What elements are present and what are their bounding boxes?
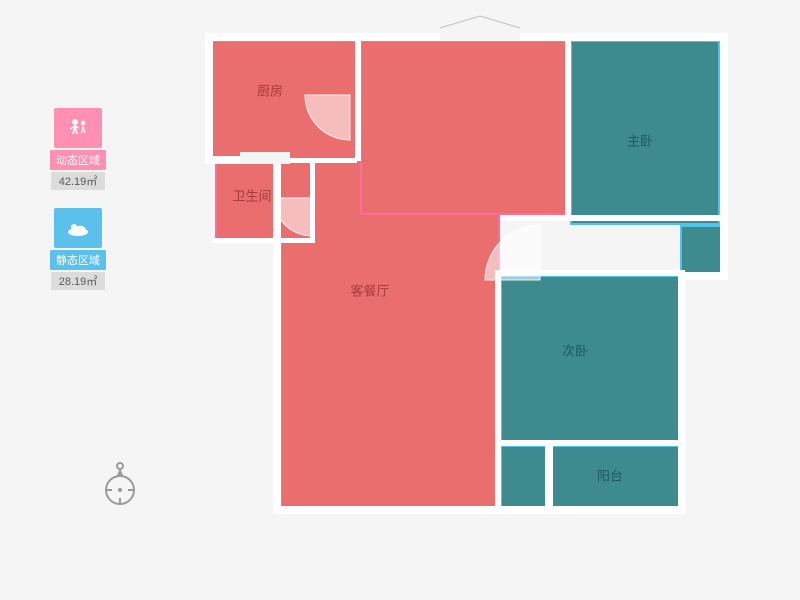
- room-balcony: [550, 445, 680, 510]
- opening-0: [440, 28, 520, 40]
- wall-17: [212, 238, 315, 243]
- wall-10: [720, 33, 728, 278]
- legend-dynamic-value: 42.19㎡: [51, 172, 105, 190]
- room-bathroom: [215, 160, 315, 240]
- compass-icon: [100, 460, 140, 510]
- room-right_notch: [680, 225, 725, 275]
- room-second: [500, 275, 680, 445]
- legend: 动态区域 42.19㎡ 静态区域 28.19㎡: [48, 108, 108, 308]
- room-master: [570, 40, 720, 225]
- legend-static: 静态区域 28.19㎡: [48, 208, 108, 290]
- wall-1: [205, 33, 213, 163]
- legend-static-title: 静态区域: [50, 250, 106, 270]
- wall-4: [273, 506, 553, 514]
- wall-6: [545, 506, 685, 514]
- wall-3: [273, 156, 281, 511]
- floorplan-canvas: 动态区域 42.19㎡ 静态区域 28.19㎡: [0, 0, 800, 600]
- room-side: [500, 445, 550, 510]
- wall-19: [500, 215, 725, 221]
- legend-dynamic-icon: [54, 108, 102, 148]
- legend-static-icon: [54, 208, 102, 248]
- wall-5: [545, 440, 553, 510]
- wall-16: [495, 440, 685, 446]
- wall-7: [678, 440, 686, 512]
- legend-static-value: 28.19㎡: [51, 272, 105, 290]
- wall-14: [495, 270, 685, 276]
- wall-15: [495, 270, 501, 510]
- wall-18: [310, 160, 315, 240]
- room-kitchen: [210, 40, 360, 160]
- legend-dynamic: 动态区域 42.19㎡: [48, 108, 108, 190]
- wall-13: [565, 36, 571, 221]
- room-hall_top: [360, 40, 570, 215]
- opening-1: [240, 152, 290, 164]
- wall-8: [678, 272, 686, 444]
- wall-11: [355, 36, 361, 161]
- legend-dynamic-title: 动态区域: [50, 150, 106, 170]
